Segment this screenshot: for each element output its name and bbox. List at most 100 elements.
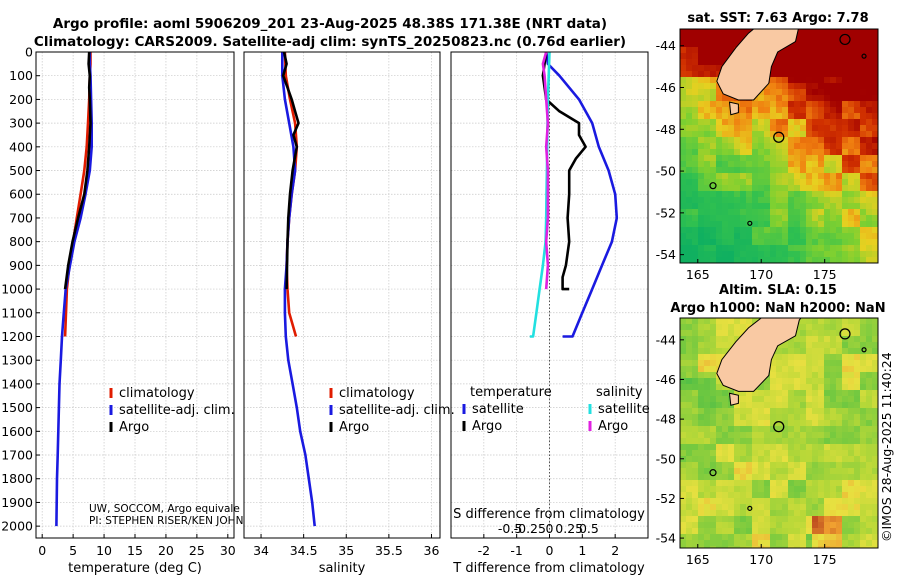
x-tick-label: 0 bbox=[38, 543, 46, 558]
map-cell bbox=[746, 426, 753, 433]
map-cell bbox=[848, 245, 855, 252]
map-cell bbox=[800, 408, 807, 415]
map-cell bbox=[722, 336, 729, 343]
map-cell bbox=[872, 480, 878, 487]
map-cell bbox=[794, 420, 801, 427]
map-cell bbox=[716, 143, 723, 150]
map-cell bbox=[824, 203, 831, 210]
imos-stamp: ©IMOS 28-Aug-2025 11:40:24 bbox=[879, 352, 894, 542]
map-cell bbox=[746, 462, 753, 469]
map-cell bbox=[704, 221, 711, 228]
map-cell bbox=[848, 161, 855, 168]
map-cell bbox=[692, 239, 699, 246]
map-cell bbox=[800, 378, 807, 385]
map-cell bbox=[824, 528, 831, 535]
map-cell bbox=[710, 77, 717, 84]
map-cell bbox=[686, 209, 693, 216]
map-cell bbox=[824, 53, 831, 60]
map-cell bbox=[818, 149, 825, 156]
map-cell bbox=[842, 486, 849, 493]
map-cell bbox=[794, 89, 801, 96]
map-cell bbox=[872, 107, 878, 114]
map-cell bbox=[842, 35, 849, 42]
map-cell bbox=[824, 480, 831, 487]
map-cell bbox=[692, 318, 699, 325]
map-cell bbox=[848, 432, 855, 439]
map-cell bbox=[800, 504, 807, 511]
map-cell bbox=[812, 107, 819, 114]
map-cell bbox=[680, 378, 687, 385]
map-cell bbox=[692, 119, 699, 126]
map-cell bbox=[758, 540, 765, 547]
map-cell bbox=[770, 215, 777, 222]
map-cell bbox=[824, 221, 831, 228]
map-cell bbox=[824, 227, 831, 234]
map-cell bbox=[782, 546, 789, 548]
map-cell bbox=[872, 221, 878, 228]
map-cell bbox=[818, 468, 825, 475]
map-cell bbox=[722, 227, 729, 234]
map-cell bbox=[758, 191, 765, 198]
map-cell bbox=[692, 366, 699, 373]
map-cell bbox=[788, 402, 795, 409]
map-cell bbox=[698, 47, 705, 54]
map-cell bbox=[710, 414, 717, 421]
map-cell bbox=[866, 390, 873, 397]
map-cell bbox=[686, 438, 693, 445]
map-cell bbox=[806, 366, 813, 373]
map-cell bbox=[734, 336, 741, 343]
map-cell bbox=[710, 245, 717, 252]
map-cell bbox=[764, 534, 771, 541]
map-cell bbox=[836, 438, 843, 445]
map-cell bbox=[788, 257, 795, 263]
map-cell bbox=[776, 185, 783, 192]
map-cell bbox=[872, 143, 878, 150]
map-cell bbox=[842, 95, 849, 102]
map-cell bbox=[722, 474, 729, 481]
map-cell bbox=[734, 450, 741, 457]
map-cell bbox=[794, 450, 801, 457]
map-cell bbox=[704, 492, 711, 499]
map-cell bbox=[716, 245, 723, 252]
map-cell bbox=[842, 360, 849, 367]
map-cell bbox=[740, 414, 747, 421]
map-cell bbox=[734, 161, 741, 168]
map-cell bbox=[764, 378, 771, 385]
map-cell bbox=[680, 137, 687, 144]
map-cell bbox=[686, 95, 693, 102]
map-cell bbox=[836, 462, 843, 469]
map-cell bbox=[854, 191, 861, 198]
map-cell bbox=[824, 119, 831, 126]
map-cell bbox=[806, 444, 813, 451]
map-cell bbox=[716, 251, 723, 258]
map-cell bbox=[710, 366, 717, 373]
map-cell bbox=[716, 462, 723, 469]
map-cell bbox=[812, 528, 819, 535]
map-cell bbox=[872, 396, 878, 403]
map-cell bbox=[716, 233, 723, 240]
map-cell bbox=[680, 185, 687, 192]
map-cell bbox=[848, 402, 855, 409]
map-cell bbox=[776, 143, 783, 150]
map-cell bbox=[704, 83, 711, 90]
map-cell bbox=[842, 53, 849, 60]
map-cell bbox=[866, 474, 873, 481]
map-cell bbox=[806, 510, 813, 517]
x-tick-label: 15 bbox=[127, 543, 143, 558]
map-cell bbox=[872, 257, 878, 263]
map-cell bbox=[680, 173, 687, 180]
map-cell bbox=[698, 29, 705, 36]
map-cell bbox=[764, 456, 771, 463]
map-cell bbox=[728, 540, 735, 547]
map-cell bbox=[776, 83, 783, 90]
map-cell bbox=[752, 504, 759, 511]
map-cell bbox=[812, 29, 819, 36]
map-cell bbox=[872, 53, 878, 60]
map-cell bbox=[800, 29, 807, 36]
map-cell bbox=[758, 504, 765, 511]
map-cell bbox=[860, 420, 867, 427]
map-cell bbox=[842, 179, 849, 186]
map-cell bbox=[764, 197, 771, 204]
map-cell bbox=[806, 95, 813, 102]
map-cell bbox=[824, 257, 831, 263]
